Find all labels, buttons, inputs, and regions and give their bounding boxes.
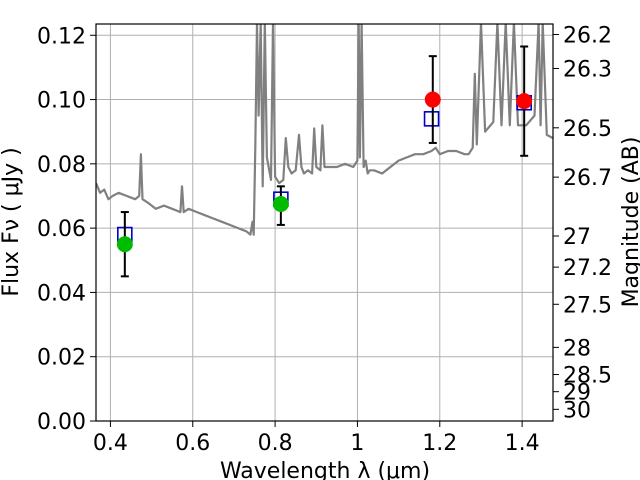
mag-tick-label: 26.3 [563, 58, 612, 83]
mag-tick-label: 28 [563, 336, 591, 361]
mag-tick-label: 29 [563, 381, 591, 406]
mag-tick-label: 26.2 [563, 23, 612, 48]
mag-tick-label: 28.5 [563, 364, 612, 389]
y-axis-label: Flux Fν ( μJy ) [0, 147, 24, 296]
x-tick-label: 0.4 [93, 431, 128, 456]
y-tick-label: 0.06 [37, 217, 86, 242]
spectrum-layer [96, 24, 553, 236]
photometry-point [272, 196, 289, 213]
mag-tick-label: 27.5 [563, 293, 612, 318]
model-photometry-square [423, 111, 440, 127]
mag-tick-label: 26.5 [563, 117, 612, 142]
photometry-point [424, 91, 441, 108]
y-tick-label: 0.00 [37, 410, 86, 435]
y-tick-label: 0.12 [37, 24, 86, 49]
mag-tick-label: 27 [563, 225, 591, 250]
y-tick-label: 0.02 [37, 346, 86, 371]
y-tick-label: 0.10 [37, 89, 86, 114]
x-tick-label: 1 [350, 431, 364, 456]
y-tick-label: 0.04 [37, 281, 86, 306]
x-axis-label: Wavelength λ (μm) [220, 459, 430, 480]
y-axis-ticks: 0.00 0.02 0.04 0.06 0.08 0.10 0.12 [37, 24, 96, 435]
y-tick-label: 0.08 [37, 153, 86, 178]
x-axis-ticks: 0.4 0.6 0.8 1 1.2 1.4 [93, 421, 540, 456]
photometry-point [116, 236, 133, 253]
photometry-point [516, 93, 533, 110]
x-tick-label: 0.8 [258, 431, 293, 456]
mag-tick-label: 27.2 [563, 256, 612, 281]
photometry-layer [116, 45, 533, 278]
mag-tick-label: 26.7 [563, 166, 612, 191]
mag-tick-label: 30 [563, 398, 591, 423]
mag-axis-label: Magnitude (AB) [619, 137, 640, 308]
x-tick-label: 0.6 [175, 431, 210, 456]
x-tick-label: 1.2 [422, 431, 457, 456]
spectrum-line [96, 24, 553, 236]
x-tick-label: 1.4 [505, 431, 540, 456]
plot-frame [95, 23, 554, 422]
